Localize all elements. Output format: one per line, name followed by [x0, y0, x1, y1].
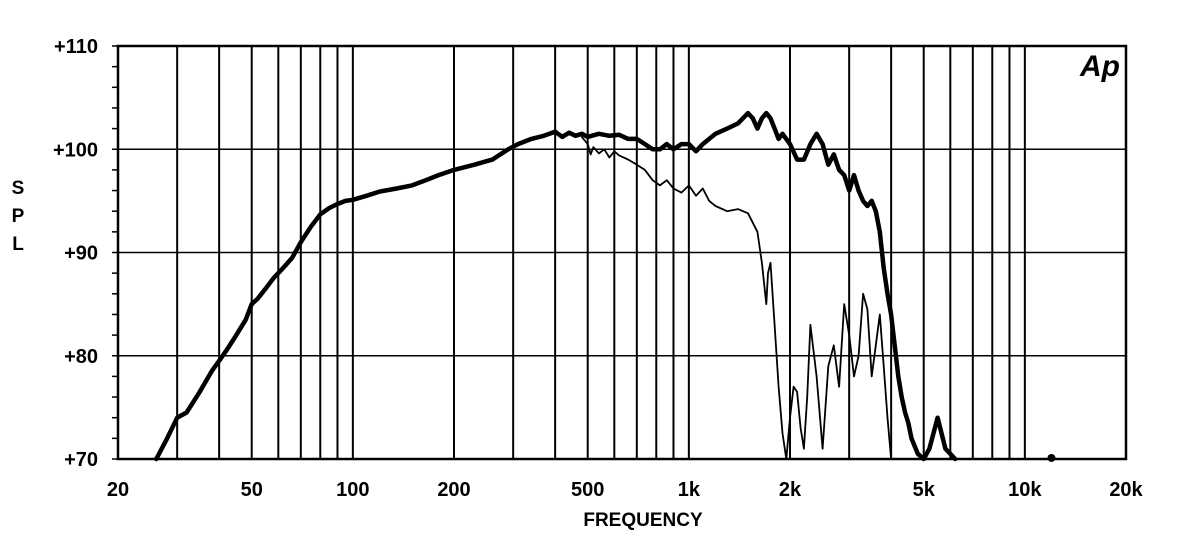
series-line-2	[580, 135, 892, 460]
y-tick-label: +80	[64, 346, 98, 368]
x-axis-label: FREQUENCY	[583, 510, 703, 531]
x-tick-label: 200	[437, 479, 470, 501]
x-tick-labels: 20 50 100 200 500 1k 2k 5k 10k 20k	[107, 479, 1144, 501]
series-line-1	[154, 110, 958, 462]
series-end-dot	[1047, 453, 1056, 462]
x-tick-label: 5k	[913, 479, 936, 501]
series-layer	[154, 110, 1056, 462]
x-tick-label: 10k	[1008, 479, 1042, 501]
y-axis-label-letter: L	[12, 234, 24, 255]
plot-frame	[116, 44, 1128, 461]
y-tick-labels: +70 +80 +90 +100 +110	[53, 36, 98, 471]
x-tick-label: 20k	[1109, 479, 1143, 501]
ap-logo: Ap	[1079, 50, 1120, 83]
x-tick-label: 100	[336, 479, 369, 501]
grid-lines	[112, 45, 1127, 460]
y-axis-label-letter: S	[12, 178, 25, 199]
y-tick-label: +110	[54, 36, 98, 58]
y-axis-label-letter: P	[12, 206, 25, 227]
y-axis-label: SPL	[12, 178, 25, 255]
y-tick-label: +100	[53, 139, 98, 161]
y-tick-label: +90	[64, 243, 98, 265]
x-tick-label: 2k	[779, 479, 802, 501]
x-tick-label: 50	[241, 479, 263, 501]
x-tick-label: 1k	[678, 479, 701, 501]
x-tick-label: 20	[107, 479, 129, 501]
y-tick-label: +70	[64, 449, 98, 471]
x-tick-label: 500	[571, 479, 604, 501]
